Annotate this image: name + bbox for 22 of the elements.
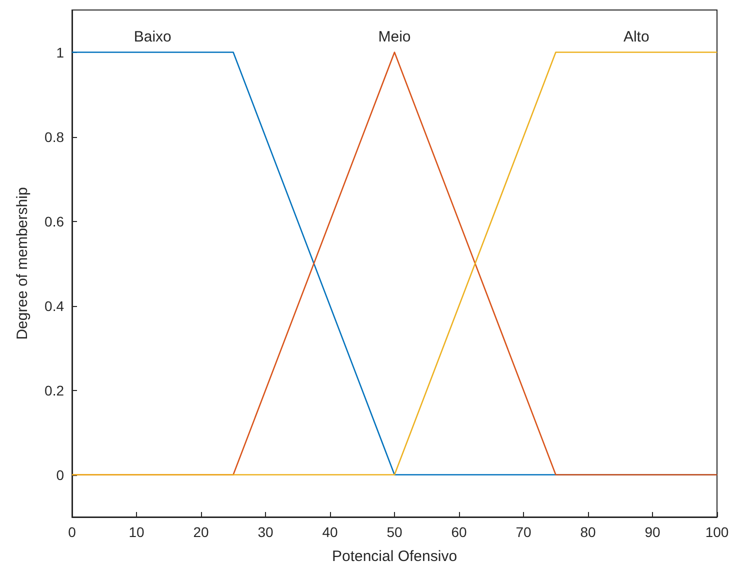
x-tick-label: 10 bbox=[128, 524, 144, 540]
y-tick-label: 0.2 bbox=[44, 382, 64, 398]
y-axis-title: Degree of membership bbox=[14, 187, 31, 340]
x-tick-label: 0 bbox=[68, 524, 76, 540]
y-tick-label: 0.6 bbox=[44, 213, 64, 230]
y-tick-label: 0 bbox=[56, 466, 64, 483]
x-tick-label: 60 bbox=[451, 524, 467, 540]
x-tick-label: 30 bbox=[258, 524, 274, 540]
x-tick-label: 100 bbox=[705, 524, 729, 540]
series-label: Alto bbox=[623, 28, 650, 46]
x-tick-label: 90 bbox=[644, 524, 660, 540]
y-tick-label: 1 bbox=[56, 44, 64, 60]
x-tick-label: 40 bbox=[322, 524, 338, 540]
x-tick-label: 50 bbox=[386, 524, 402, 540]
x-axis-title: Potencial Ofensivo bbox=[332, 548, 458, 565]
y-tick-label: 0.8 bbox=[44, 128, 64, 145]
y-tick-label: 0.4 bbox=[44, 298, 64, 314]
x-tick-label: 20 bbox=[193, 524, 209, 540]
x-tick-label: 70 bbox=[516, 524, 532, 540]
series-label: Meio bbox=[378, 28, 411, 46]
x-tick-label: 80 bbox=[580, 524, 596, 540]
series-label: Baixo bbox=[134, 28, 172, 46]
